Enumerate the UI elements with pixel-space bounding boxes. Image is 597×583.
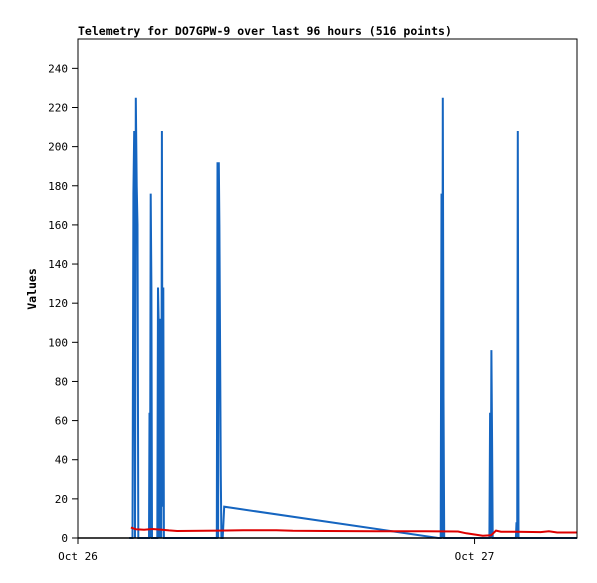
series-line-1 xyxy=(130,526,577,537)
y-tick-label: 160 xyxy=(48,219,68,232)
y-tick-label: 40 xyxy=(55,454,68,467)
y-tick-label: 100 xyxy=(48,336,68,349)
y-tick-label: 220 xyxy=(48,101,68,114)
y-tick-label: 0 xyxy=(61,532,68,545)
x-axis-ticks: Oct 26 Oct 27 xyxy=(58,538,494,563)
y-axis-ticks: 0 20 40 60 80 100 120 140 160 180 200 220 240 xyxy=(48,62,78,545)
plot-frame xyxy=(77,38,578,539)
y-tick-label: 80 xyxy=(55,375,68,388)
y-tick-label: 240 xyxy=(48,62,68,75)
x-tick-label: Oct 27 xyxy=(455,550,495,563)
y-tick-label: 120 xyxy=(48,297,68,310)
y-axis-label: Values xyxy=(25,268,39,310)
x-tick-label: Oct 26 xyxy=(58,550,98,563)
y-tick-label: 20 xyxy=(55,493,68,506)
y-tick-label: 60 xyxy=(55,415,68,428)
chart-title: Telemetry for DO7GPW-9 over last 96 hour… xyxy=(78,24,452,38)
y-tick-label: 140 xyxy=(48,258,68,271)
y-tick-label: 180 xyxy=(48,180,68,193)
y-tick-label: 200 xyxy=(48,141,68,154)
